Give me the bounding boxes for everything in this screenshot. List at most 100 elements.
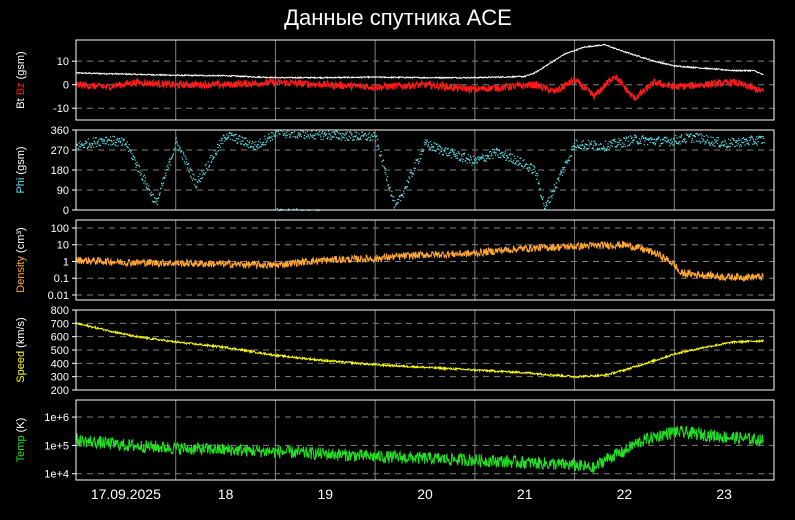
phi-point bbox=[709, 144, 711, 146]
phi-ytick-label-0: 0 bbox=[63, 205, 69, 217]
phi-point bbox=[681, 140, 683, 142]
phi-point bbox=[108, 139, 111, 141]
phi-point bbox=[696, 133, 698, 135]
phi-point bbox=[164, 176, 166, 179]
phi-point bbox=[712, 145, 715, 147]
phi-point bbox=[356, 136, 359, 139]
phi-point bbox=[376, 135, 378, 137]
phi-point bbox=[625, 139, 627, 141]
phi-point bbox=[663, 138, 665, 140]
phi-point bbox=[253, 142, 255, 144]
phi-point bbox=[655, 140, 657, 142]
phi-point bbox=[549, 201, 552, 203]
phi-point bbox=[109, 136, 112, 138]
phi-point bbox=[587, 148, 589, 150]
phi-point bbox=[255, 145, 257, 147]
phi-point bbox=[345, 132, 347, 134]
phi-point bbox=[515, 163, 517, 165]
phi-point bbox=[609, 147, 611, 149]
phi-point bbox=[90, 146, 92, 149]
phi-point bbox=[119, 140, 121, 142]
phi-point bbox=[93, 146, 95, 148]
phi-point bbox=[140, 170, 142, 172]
phi-point bbox=[449, 152, 451, 154]
phi-point bbox=[268, 133, 270, 135]
phi-point bbox=[396, 203, 398, 205]
phi-point bbox=[78, 142, 80, 144]
phi-point bbox=[430, 141, 432, 143]
phi-point bbox=[498, 150, 501, 152]
phi-point bbox=[443, 149, 445, 151]
phi-point bbox=[236, 137, 238, 140]
phi-point bbox=[546, 204, 548, 207]
phi-point bbox=[388, 187, 390, 189]
phi-point bbox=[99, 138, 101, 140]
speed-ylabel-part-1: (km/s) bbox=[15, 317, 27, 351]
phi-point bbox=[411, 175, 413, 177]
phi-point bbox=[324, 131, 326, 133]
phi-point bbox=[559, 173, 561, 175]
phi-point bbox=[146, 183, 148, 185]
phi-point bbox=[161, 183, 163, 185]
phi-point bbox=[527, 170, 530, 172]
phi-point bbox=[257, 144, 259, 146]
phi-point bbox=[285, 137, 287, 139]
phi-point bbox=[461, 153, 463, 155]
phi-point bbox=[303, 134, 306, 136]
phi-point bbox=[540, 194, 542, 196]
phi-point bbox=[564, 161, 566, 164]
phi-point bbox=[725, 145, 727, 148]
phi-point bbox=[700, 141, 702, 143]
phi-point bbox=[180, 149, 182, 152]
phi-point bbox=[148, 185, 150, 187]
phi-point bbox=[447, 147, 449, 150]
phi-point bbox=[575, 146, 578, 149]
phi-point bbox=[237, 141, 239, 144]
phi-point bbox=[207, 169, 209, 171]
phi-point bbox=[749, 140, 751, 142]
phi-point bbox=[403, 190, 405, 192]
phi-point bbox=[662, 142, 664, 144]
phi-point bbox=[661, 142, 663, 144]
phi-point bbox=[489, 150, 492, 153]
phi-point bbox=[201, 177, 203, 179]
phi-point bbox=[515, 162, 517, 164]
phi-point bbox=[427, 145, 429, 147]
phi-point bbox=[365, 135, 367, 137]
phi-point bbox=[295, 137, 297, 139]
phi-point bbox=[626, 137, 628, 139]
phi-point bbox=[188, 170, 190, 172]
phi-point bbox=[666, 141, 668, 143]
phi-point bbox=[456, 152, 458, 155]
phi-point bbox=[144, 180, 146, 182]
phi-point bbox=[439, 146, 442, 148]
phi-point bbox=[411, 172, 414, 174]
phi-point bbox=[306, 136, 308, 138]
phi-point bbox=[587, 139, 589, 141]
phi-point bbox=[588, 147, 590, 150]
phi-point bbox=[447, 155, 449, 157]
phi-point bbox=[551, 190, 554, 193]
phi-point bbox=[693, 141, 695, 143]
phi-point bbox=[717, 137, 720, 139]
phi-point bbox=[340, 139, 342, 141]
phi-point bbox=[503, 154, 505, 156]
phi-point bbox=[139, 174, 142, 176]
phi-point bbox=[175, 137, 177, 139]
phi-point bbox=[731, 142, 733, 144]
phi-point bbox=[653, 141, 655, 144]
phi-point bbox=[300, 135, 303, 138]
phi-point bbox=[390, 195, 392, 197]
phi-point bbox=[748, 136, 750, 138]
phi-point bbox=[189, 167, 191, 169]
phi-point bbox=[480, 156, 482, 158]
x-axis-label-5: 22 bbox=[617, 486, 633, 502]
phi-point bbox=[458, 152, 460, 154]
phi-point bbox=[190, 169, 192, 171]
phi-point bbox=[713, 142, 715, 144]
density-ylabel-part-1: (cm³) bbox=[15, 227, 27, 256]
phi-point bbox=[681, 134, 683, 136]
phi-point bbox=[539, 189, 541, 191]
phi-point bbox=[517, 160, 520, 162]
phi-point bbox=[728, 146, 730, 148]
